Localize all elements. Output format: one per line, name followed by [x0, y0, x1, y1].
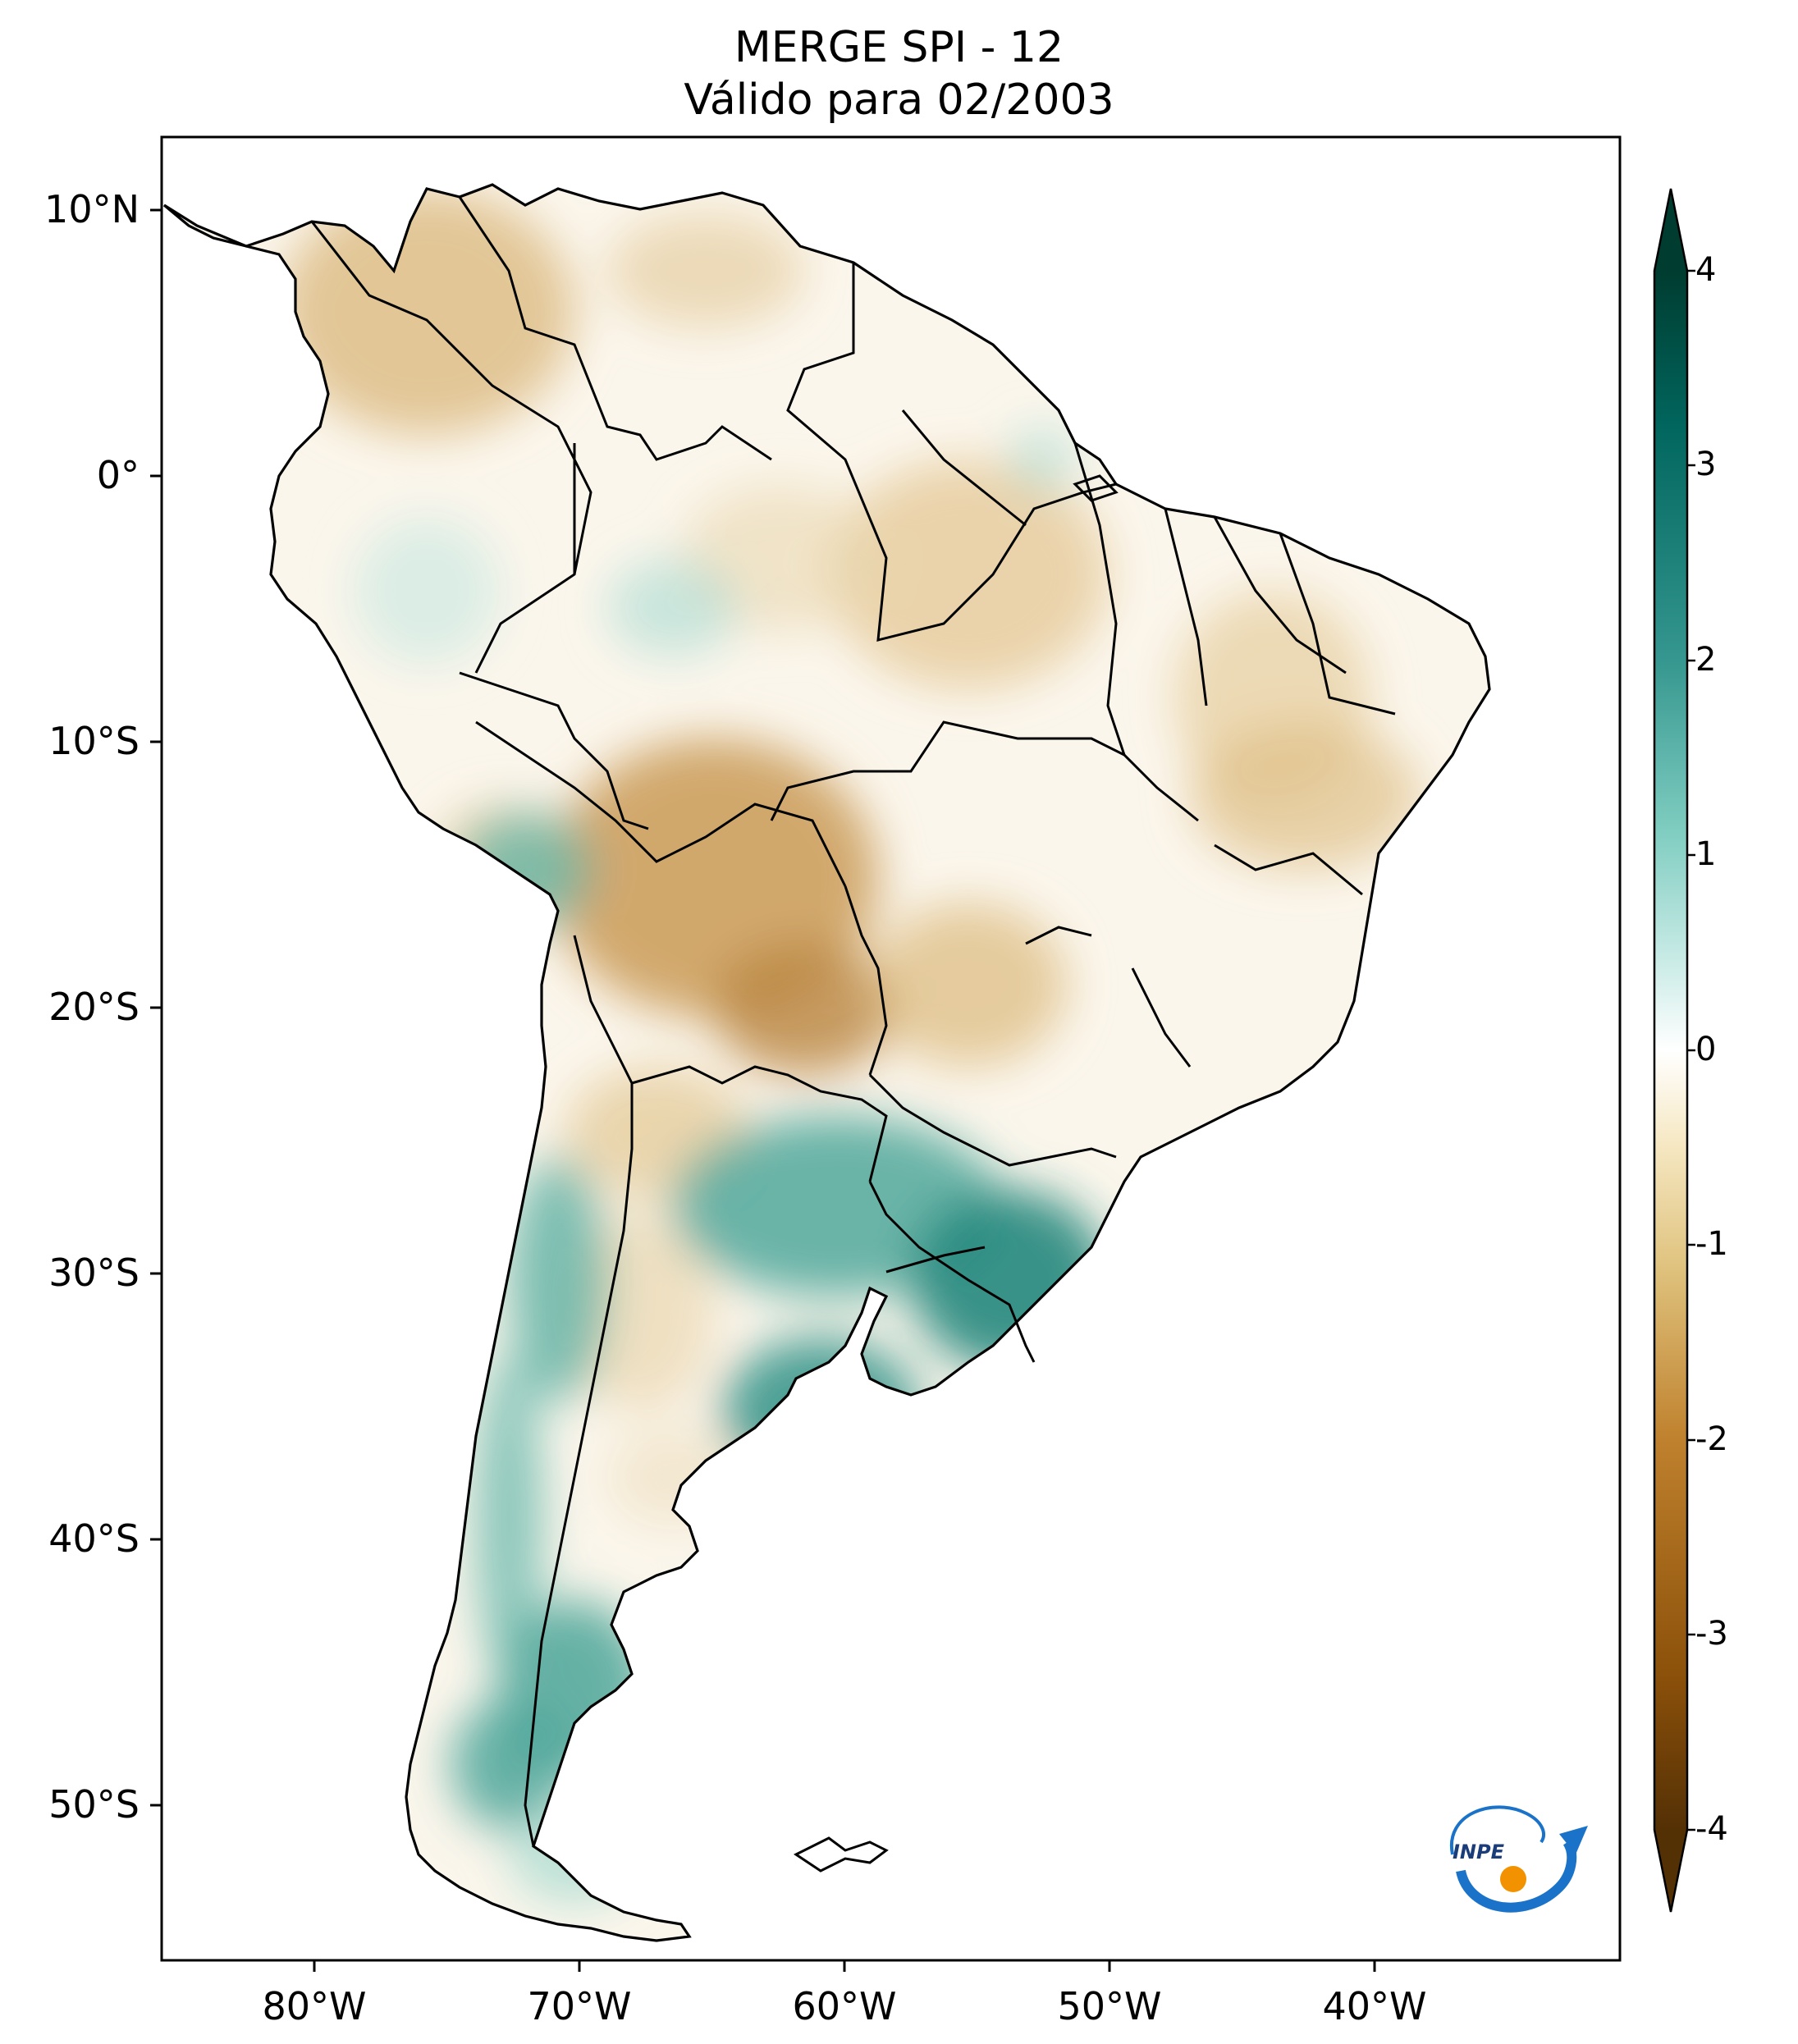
lon-label-50w: 50°W	[1057, 1984, 1162, 2028]
islands	[794, 474, 1119, 1873]
lat-label-50s: 50°S	[48, 1782, 140, 1827]
lon-label-80w: 80°W	[262, 1984, 367, 2028]
inpe-logo-icon: INPE	[1449, 1805, 1588, 1913]
colorbar-tick-3: 3	[1695, 446, 1717, 483]
lat-tick-marks	[150, 208, 162, 1807]
lat-label-0: 0°	[96, 453, 140, 497]
colorbar-tick-neg2: -2	[1695, 1420, 1728, 1458]
colorbar-tick-neg1: -1	[1695, 1225, 1728, 1263]
colorbar-tick-neg4: -4	[1695, 1810, 1728, 1848]
logo-text: INPE	[1453, 1841, 1505, 1863]
lon-tick-marks	[313, 1960, 1376, 1972]
colorbar-tick-0: 0	[1695, 1031, 1717, 1068]
colorbar-tick-neg3: -3	[1695, 1615, 1728, 1653]
lat-label-40s: 40°S	[48, 1516, 140, 1561]
colorbar	[1653, 188, 1695, 1913]
map-frame	[160, 135, 1622, 1962]
lat-label-20s: 20°S	[48, 985, 140, 1029]
lat-label-10s: 10°S	[48, 719, 140, 763]
lon-label-40w: 40°W	[1322, 1984, 1427, 2028]
colorbar-tick-4: 4	[1695, 251, 1717, 289]
lon-label-70w: 70°W	[527, 1984, 632, 2028]
lat-label-10n: 10°N	[44, 187, 140, 231]
colorbar-tick-2: 2	[1695, 641, 1717, 679]
lon-label-60w: 60°W	[792, 1984, 897, 2028]
lat-label-30s: 30°S	[48, 1251, 140, 1295]
country-borders	[310, 196, 1396, 1847]
colorbar-tick-1: 1	[1695, 835, 1717, 873]
title-line-1: MERGE SPI - 12	[734, 23, 1064, 72]
title-line-2: Válido para 02/2003	[684, 75, 1114, 125]
